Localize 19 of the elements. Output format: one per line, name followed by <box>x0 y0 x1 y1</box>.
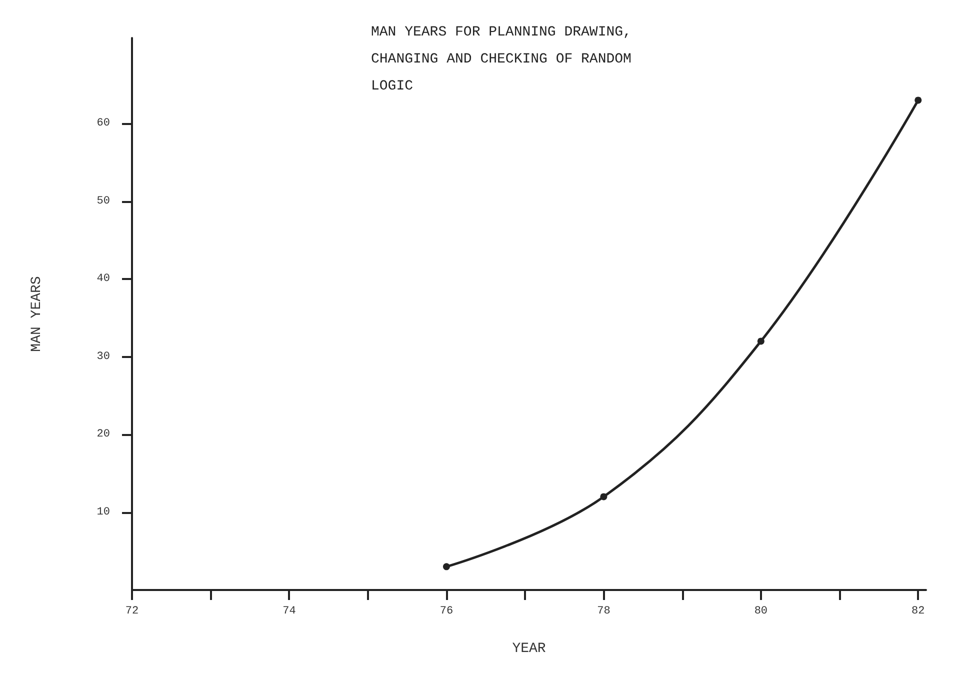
y-tick-label: 50 <box>96 195 110 208</box>
text: MAN YEARS FOR PLANNING DRAWING, CHANGING AND CHECKING OF RANDOM LOGIC <box>371 24 632 94</box>
point <box>914 96 922 104</box>
y-tick-label: 40 <box>96 273 110 286</box>
point <box>442 563 450 570</box>
y-tick-label: 60 <box>96 118 110 130</box>
y-tick-label: 10 <box>96 506 110 518</box>
x-tick-label: 72 <box>125 606 139 618</box>
point <box>757 338 764 345</box>
x-tick-label: 82 <box>912 606 925 618</box>
x-tick-label: 80 <box>754 606 768 618</box>
x-tick-label: 74 <box>282 606 296 618</box>
x-tick-label: 76 <box>440 606 454 618</box>
x-axis-title: YEAR <box>512 641 546 657</box>
x-tick-label: 78 <box>597 606 610 618</box>
y-tick-label: 20 <box>96 428 110 441</box>
y-axis-title: MAN YEARS <box>29 276 45 352</box>
point <box>600 493 608 500</box>
y-tick-label: 30 <box>96 350 110 363</box>
